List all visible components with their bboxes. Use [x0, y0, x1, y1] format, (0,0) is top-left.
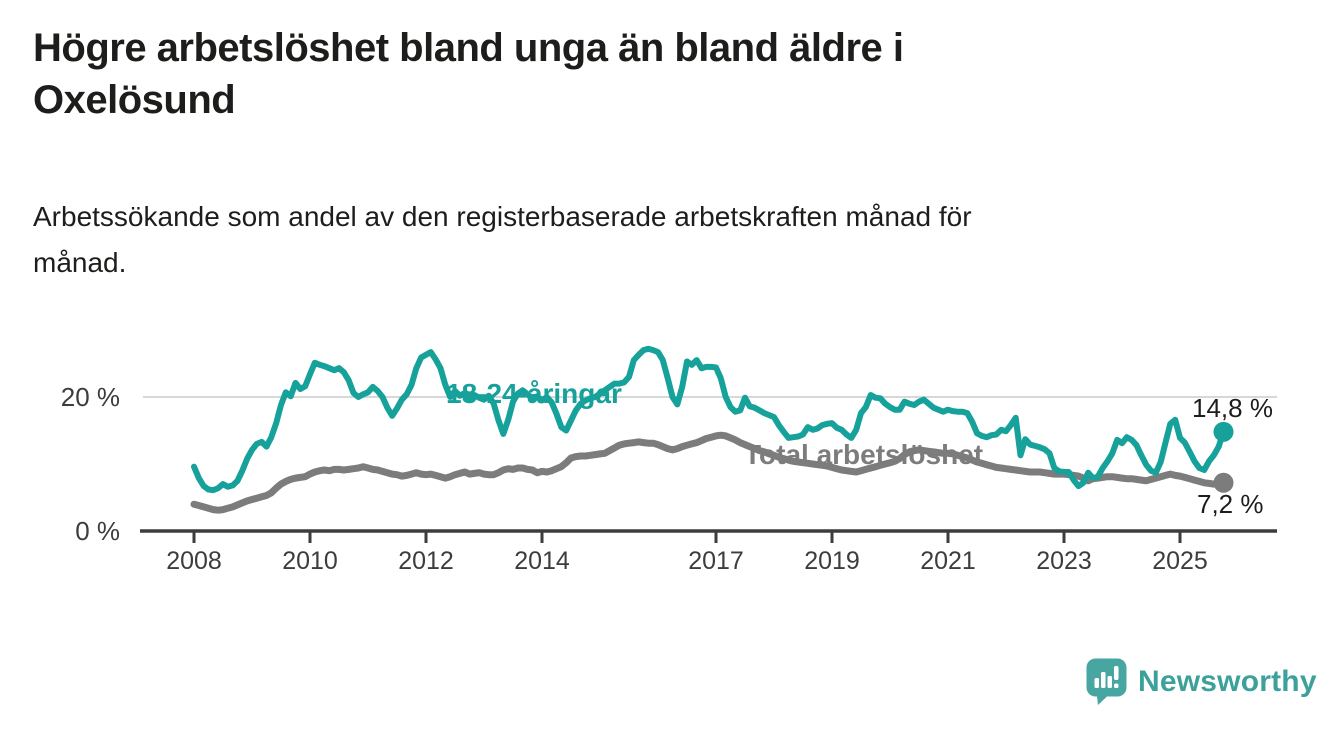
chart-title: Högre arbetslöshet bland unga än bland ä… — [33, 22, 904, 126]
x-axis-label-2008: 2008 — [166, 547, 222, 575]
newsworthy-logo-link[interactable]: Newsworthy — [1086, 658, 1317, 705]
x-axis-label-2014: 2014 — [514, 547, 570, 575]
end-value-label-total: 7,2 % — [1197, 489, 1264, 519]
series-label-youth: 18-24-åringar — [446, 378, 622, 409]
x-axis-label-2025: 2025 — [1152, 547, 1208, 575]
x-axis-label-2021: 2021 — [920, 547, 976, 575]
end-dot-total — [1213, 472, 1234, 493]
logo-bubble-shape — [1086, 658, 1127, 705]
chart-subtitle-line1: Arbetssökande som andel av den registerb… — [33, 201, 972, 232]
chart-subtitle: Arbetssökande som andel av den registerb… — [33, 194, 972, 286]
logo-bar-1 — [1094, 678, 1099, 688]
chart-subtitle-line2: månad. — [33, 247, 127, 278]
logo-exclamation-dot — [1114, 683, 1119, 688]
x-axis-label-2023: 2023 — [1036, 547, 1092, 575]
newsworthy-logo-text: Newsworthy — [1138, 664, 1317, 698]
series-line-total — [190, 431, 1227, 514]
logo-bar-3 — [1107, 676, 1112, 688]
x-axis-label-2017: 2017 — [688, 547, 744, 575]
y-axis-label-0: 0 % — [75, 516, 120, 546]
chart-title-line1: Högre arbetslöshet bland unga än bland ä… — [33, 26, 904, 70]
logo-bar-2 — [1101, 672, 1106, 688]
chart-title-line2: Oxelösund — [33, 78, 236, 122]
x-axis-label-2019: 2019 — [804, 547, 860, 575]
series-label-total: Total arbetslöshet — [744, 439, 983, 470]
x-axis-label-2012: 2012 — [398, 547, 454, 575]
x-axis-label-2010: 2010 — [282, 547, 338, 575]
y-axis-label-20: 20 % — [61, 382, 120, 412]
newsworthy-logo-icon — [1086, 658, 1127, 705]
end-value-label-youth: 14,8 % — [1192, 393, 1273, 423]
logo-exclamation-bar — [1114, 666, 1119, 680]
end-dot-youth — [1213, 421, 1234, 442]
series-line-youth — [191, 345, 1227, 494]
